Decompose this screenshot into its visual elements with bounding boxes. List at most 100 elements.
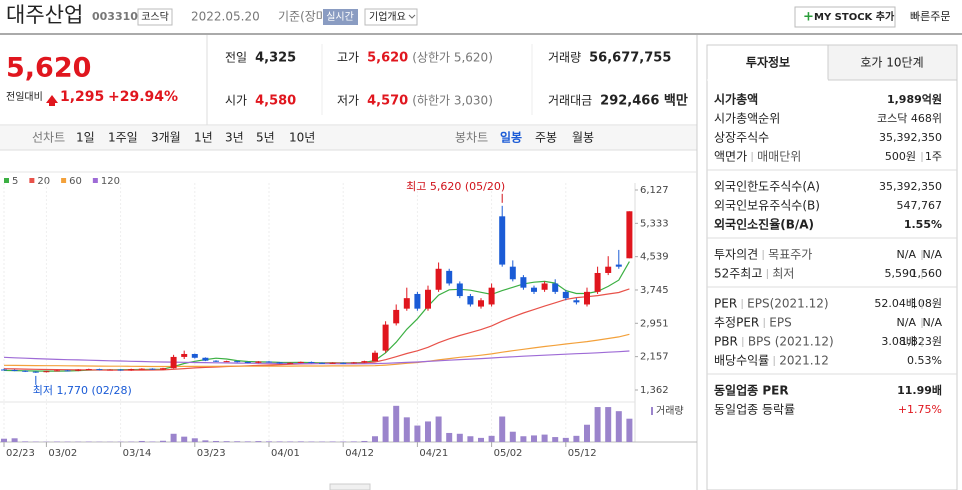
volume-bar <box>499 416 506 442</box>
period-tab[interactable]: 5년 <box>256 131 275 145</box>
quote-label: 전일 <box>225 51 247 65</box>
candle-body <box>107 369 113 371</box>
info-value: 108원 <box>911 297 942 310</box>
y-tick-label: 5,333 <box>640 218 669 229</box>
candle-body <box>54 370 60 372</box>
info-label: 2021.12 <box>779 354 829 368</box>
candle-body <box>509 266 516 280</box>
x-tick-label: 02/23 <box>6 448 35 459</box>
volume-bar <box>509 431 516 442</box>
volume-bar <box>541 434 548 442</box>
tabs: 선차트 1일 1주일 3개월 1년 3년 5년 10년 봉차트 일봉 주봉 월봉 <box>32 131 594 145</box>
quick-order[interactable]: 빠른주문 <box>910 10 950 23</box>
period-tab[interactable]: 1주일 <box>108 131 138 145</box>
volume-bar <box>350 441 357 442</box>
volume-bar <box>393 405 400 442</box>
overview[interactable]: 기업개요 <box>369 10 406 23</box>
volume-bar <box>202 440 209 442</box>
legend-swatch <box>29 178 35 183</box>
quote-label: 거래대금 <box>548 94 592 108</box>
y-tick-label: 1,362 <box>640 385 669 396</box>
candle-body <box>456 283 463 297</box>
overview-select[interactable] <box>364 8 418 26</box>
info-value: 5,590 <box>885 267 917 280</box>
candle-body <box>223 361 230 363</box>
info-label: 최저 <box>772 267 794 281</box>
volume-bar <box>297 441 304 442</box>
candle-body <box>202 357 209 361</box>
candle-body <box>499 216 506 265</box>
chart: 5 20 60 120 1,362 2,157 2,951 3,745 4,539 5,333 6,… <box>0 171 697 459</box>
candle-body <box>308 361 315 363</box>
quote-value: 4,325 <box>255 51 296 66</box>
period-tab[interactable]: 1년 <box>194 131 213 145</box>
y-tick-label: 2,951 <box>640 318 669 329</box>
candle-body <box>615 264 622 267</box>
candle-body <box>372 352 378 362</box>
volume-bar <box>626 418 633 442</box>
candle-tab[interactable]: 일봉 <box>500 131 522 145</box>
candle-body <box>488 287 495 305</box>
realtime[interactable]: 실시간 <box>326 11 354 23</box>
orderbook-tab[interactable]: 호가 10단계 <box>860 56 923 70</box>
x-tick-label: 03/02 <box>48 448 77 459</box>
period-tab[interactable]: 3년 <box>225 131 244 145</box>
legend-label: 20 <box>37 176 50 187</box>
info-value: 52.04배 <box>874 297 916 310</box>
info-value: 11.99배 <box>897 383 942 397</box>
quote-value: 56,677,755 <box>589 51 671 66</box>
volume-bar <box>223 441 230 442</box>
volume-bar <box>11 438 18 442</box>
info-label: EPS(2021.12) <box>747 297 828 311</box>
current-price: 5,620 <box>6 53 91 84</box>
volume-bar <box>382 416 389 442</box>
moving-average <box>3 333 630 368</box>
realtime-badge[interactable] <box>323 9 358 25</box>
volume-bar <box>562 437 569 442</box>
info-label: 동일업종 PER <box>714 384 789 398</box>
legend-swatch <box>4 178 9 183</box>
line-chart-tab[interactable]: 선차트 <box>32 131 65 145</box>
candle-body <box>170 356 177 369</box>
quote-label: 고가 <box>337 51 359 65</box>
scroll-handle[interactable] <box>329 483 371 490</box>
period-tab[interactable]: 10년 <box>289 131 315 145</box>
info-label: 시가총액 <box>714 92 758 107</box>
candle-body <box>425 289 431 309</box>
info-tab[interactable]: 투자정보 <box>746 55 790 70</box>
volume-bar <box>181 436 188 442</box>
inactive-tab[interactable] <box>827 44 958 81</box>
candle-body <box>138 368 145 370</box>
mystock[interactable]: MY STOCK 추가 <box>814 10 895 23</box>
date: 2022.05.20 <box>191 10 260 24</box>
volume-bar <box>372 436 378 442</box>
info-value: N/A <box>897 316 917 329</box>
info-value: N/A <box>923 316 943 329</box>
change-rate: +29.94% <box>108 89 178 105</box>
candle-body <box>446 270 453 284</box>
quote-note: (상한가 5,620) <box>412 51 493 65</box>
candle-body <box>64 370 71 372</box>
candle-tab[interactable]: 월봉 <box>572 131 594 145</box>
candle-body <box>117 369 124 371</box>
legend-label: 5 <box>12 176 18 187</box>
info-value: 0.53% <box>907 354 942 367</box>
candle-tab[interactable]: 주봉 <box>535 131 557 145</box>
volume-bar <box>414 425 421 442</box>
volume-bar <box>478 437 484 442</box>
candle-chart-tab[interactable]: 봉차트 <box>455 131 488 145</box>
quote-label: 시가 <box>225 94 247 108</box>
period-tab[interactable]: 3개월 <box>151 131 181 145</box>
candle-body <box>234 361 241 363</box>
candle-body <box>276 362 283 364</box>
info-value: N/A <box>897 248 917 261</box>
mystock-button[interactable] <box>794 6 896 28</box>
info-value: 35,392,350 <box>879 131 942 144</box>
info-value: 1.55% <box>904 218 942 231</box>
volume-bar <box>605 407 612 442</box>
market: 코스닥 <box>141 11 169 23</box>
info-label: 목표주가 <box>768 248 812 262</box>
info-value: +1.75% <box>898 403 942 416</box>
period-tab[interactable]: 1일 <box>76 131 95 145</box>
info-value: 1,560 <box>911 267 943 280</box>
